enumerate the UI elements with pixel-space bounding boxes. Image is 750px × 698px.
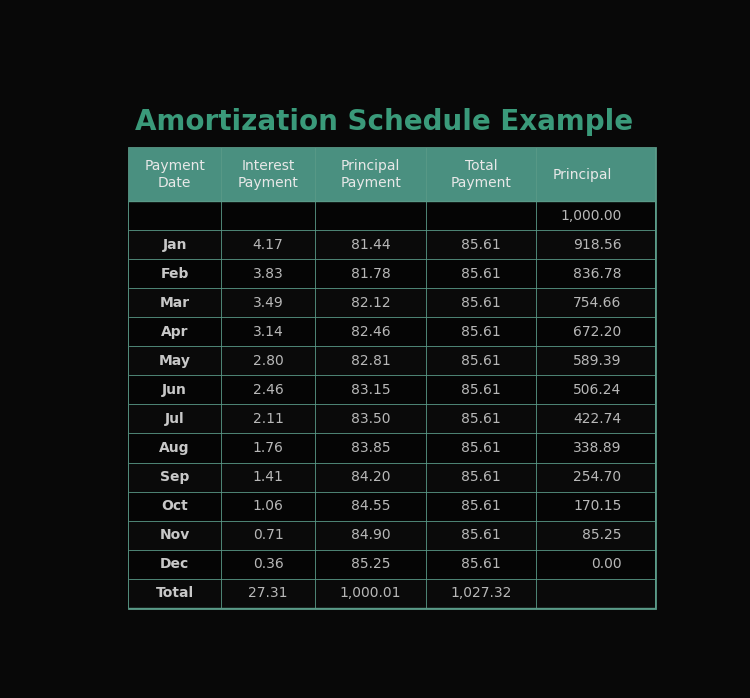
Text: 1.06: 1.06: [253, 499, 284, 513]
Text: 422.74: 422.74: [573, 412, 622, 426]
Text: Jun: Jun: [162, 383, 187, 397]
Text: Nov: Nov: [160, 528, 190, 542]
Bar: [129, 433, 655, 463]
Text: 82.12: 82.12: [351, 296, 391, 310]
Text: 1,000.01: 1,000.01: [340, 586, 401, 600]
Bar: [129, 463, 655, 491]
Bar: [129, 201, 655, 230]
Bar: [129, 376, 655, 404]
Bar: [129, 550, 655, 579]
Text: Principal: Principal: [553, 168, 612, 181]
Text: Jan: Jan: [163, 238, 187, 252]
Text: 506.24: 506.24: [573, 383, 622, 397]
Text: 1,027.32: 1,027.32: [451, 586, 512, 600]
Text: 672.20: 672.20: [573, 325, 622, 339]
Text: 85.61: 85.61: [461, 325, 501, 339]
Bar: [129, 148, 655, 608]
Text: Apr: Apr: [161, 325, 188, 339]
Text: 85.61: 85.61: [461, 354, 501, 368]
Text: 83.15: 83.15: [351, 383, 391, 397]
Bar: [129, 259, 655, 288]
Text: Mar: Mar: [160, 296, 190, 310]
Bar: [129, 346, 655, 376]
Text: 4.17: 4.17: [253, 238, 284, 252]
Text: 82.46: 82.46: [351, 325, 391, 339]
Text: 84.55: 84.55: [351, 499, 390, 513]
Text: 85.61: 85.61: [461, 412, 501, 426]
Bar: [129, 288, 655, 318]
Text: 81.78: 81.78: [351, 267, 391, 281]
Text: 0.00: 0.00: [591, 557, 622, 571]
Text: Jul: Jul: [165, 412, 184, 426]
Text: 754.66: 754.66: [573, 296, 622, 310]
Text: 254.70: 254.70: [573, 470, 622, 484]
Text: Principal
Payment: Principal Payment: [340, 159, 401, 190]
Text: 84.20: 84.20: [351, 470, 390, 484]
Text: Dec: Dec: [160, 557, 189, 571]
Text: 1,000.00: 1,000.00: [560, 209, 622, 223]
Text: Feb: Feb: [160, 267, 189, 281]
Text: 85.61: 85.61: [461, 296, 501, 310]
Text: 85.61: 85.61: [461, 441, 501, 455]
Text: Amortization Schedule Example: Amortization Schedule Example: [135, 108, 634, 136]
Text: Sep: Sep: [160, 470, 189, 484]
Text: 2.11: 2.11: [253, 412, 284, 426]
Text: 85.61: 85.61: [461, 557, 501, 571]
Text: 0.71: 0.71: [253, 528, 284, 542]
Bar: [129, 521, 655, 550]
Bar: [129, 318, 655, 346]
Text: 84.90: 84.90: [351, 528, 391, 542]
Text: 338.89: 338.89: [573, 441, 622, 455]
Text: 3.14: 3.14: [253, 325, 284, 339]
Text: 170.15: 170.15: [573, 499, 622, 513]
Bar: [129, 230, 655, 259]
Text: Total: Total: [155, 586, 194, 600]
Text: 83.50: 83.50: [351, 412, 390, 426]
Text: 82.81: 82.81: [351, 354, 391, 368]
Text: Aug: Aug: [160, 441, 190, 455]
Text: 1.76: 1.76: [253, 441, 284, 455]
Text: 589.39: 589.39: [573, 354, 622, 368]
Text: 918.56: 918.56: [573, 238, 622, 252]
Text: 3.49: 3.49: [253, 296, 284, 310]
Text: 0.36: 0.36: [253, 557, 284, 571]
Text: 3.83: 3.83: [253, 267, 284, 281]
Text: 85.61: 85.61: [461, 383, 501, 397]
Text: 85.61: 85.61: [461, 499, 501, 513]
Text: 2.46: 2.46: [253, 383, 284, 397]
Text: 85.61: 85.61: [461, 528, 501, 542]
Text: 836.78: 836.78: [573, 267, 622, 281]
Text: 85.25: 85.25: [351, 557, 390, 571]
Text: May: May: [159, 354, 190, 368]
Bar: [129, 404, 655, 433]
Text: Payment
Date: Payment Date: [144, 159, 205, 190]
Text: Total
Payment: Total Payment: [451, 159, 512, 190]
Text: 2.80: 2.80: [253, 354, 284, 368]
Text: Oct: Oct: [161, 499, 188, 513]
Text: 27.31: 27.31: [248, 586, 288, 600]
Text: 85.61: 85.61: [461, 267, 501, 281]
Bar: [129, 148, 655, 201]
Text: 85.61: 85.61: [461, 470, 501, 484]
Text: 81.44: 81.44: [351, 238, 391, 252]
Bar: [129, 491, 655, 521]
Text: 1.41: 1.41: [253, 470, 284, 484]
Text: 83.85: 83.85: [351, 441, 391, 455]
Text: 85.61: 85.61: [461, 238, 501, 252]
Text: Interest
Payment: Interest Payment: [238, 159, 298, 190]
Text: 85.25: 85.25: [582, 528, 622, 542]
Bar: [129, 579, 655, 608]
